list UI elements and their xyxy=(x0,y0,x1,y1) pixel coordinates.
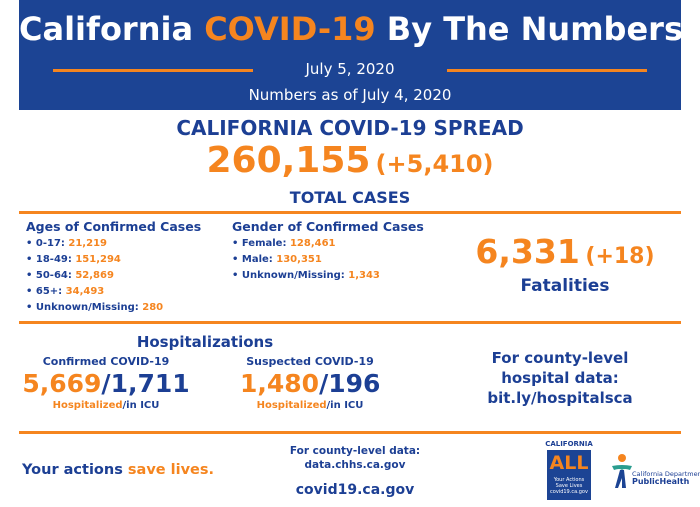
covid-site-link[interactable]: covid19.ca.gov xyxy=(295,482,415,498)
divider-middle xyxy=(19,321,681,324)
ca-logo-small-text: Your Actions Save Lives covid19.ca.gov xyxy=(550,477,588,495)
county-hospital-link[interactable]: bit.ly/hospitalsca xyxy=(487,389,633,407)
suspected-hospitalized: 1,480 xyxy=(240,369,320,398)
age-item-50-64: • 50-64: 52,869 xyxy=(26,270,114,281)
header-rule-right xyxy=(447,69,647,72)
fatalities-label: Fatalities xyxy=(520,276,610,296)
footer-tagline: Your actions save lives. xyxy=(22,462,215,478)
header-banner: California COVID-19 By The Numbers July … xyxy=(19,0,683,110)
confirmed-block: Confirmed COVID-19 5,669/1,711 Hospitali… xyxy=(22,355,190,411)
california-all-logo: CALIFORNIA ALL Your Actions Save Lives c… xyxy=(541,440,597,500)
age-item-0-17: • 0-17: 21,219 xyxy=(26,238,107,249)
total-cases-label: TOTAL CASES xyxy=(289,188,411,207)
data-as-of: Numbers as of July 4, 2020 xyxy=(248,86,452,104)
page-title: California COVID-19 By The Numbers xyxy=(19,10,683,48)
confirmed-values: 5,669/1,711 xyxy=(22,369,190,398)
gender-item-female: • Female: 128,461 xyxy=(232,238,336,249)
age-item-unknown: • Unknown/Missing: 280 xyxy=(26,302,164,313)
hospitalizations-title: Hospitalizations xyxy=(136,333,274,351)
public-health-figure-icon xyxy=(612,454,632,488)
suspected-values: 1,480/196 xyxy=(240,369,381,398)
report-date: July 5, 2020 xyxy=(305,60,395,78)
age-item-18-49: • 18-49: 151,294 xyxy=(26,254,121,265)
suspected-label: Hospitalized/in ICU xyxy=(256,400,364,411)
gender-title: Gender of Confirmed Cases xyxy=(232,219,424,234)
confirmed-label: Hospitalized/in ICU xyxy=(52,400,160,411)
gender-item-unknown: • Unknown/Missing: 1,343 xyxy=(232,270,380,281)
confirmed-title: Confirmed COVID-19 xyxy=(42,355,170,368)
public-health-logo: California Department of PublicHealth xyxy=(610,448,700,498)
public-health-text: California Department of PublicHealth xyxy=(632,470,700,486)
fatalities-row: 6,331 (+18) xyxy=(455,232,675,271)
total-cases-row: 260,155 (+5,410) xyxy=(0,140,700,181)
county-data-link[interactable]: data.chhs.ca.gov xyxy=(304,459,406,471)
ca-logo-box: ALL Your Actions Save Lives covid19.ca.g… xyxy=(547,450,591,500)
suspected-icu: 196 xyxy=(328,369,381,398)
total-cases-value: 260,155 xyxy=(206,140,371,181)
total-cases-change: (+5,410) xyxy=(375,150,494,178)
confirmed-icu: 1,711 xyxy=(110,369,190,398)
title-highlight: COVID-19 xyxy=(204,10,376,48)
suspected-block: Suspected COVID-19 1,480/196 Hospitalize… xyxy=(240,355,380,411)
fatalities-change: (+18) xyxy=(585,244,655,269)
title-text: California xyxy=(19,10,205,48)
county-hospital-info: For county-level hospital data: bit.ly/h… xyxy=(445,348,675,408)
spread-title: CALIFORNIA COVID-19 SPREAD xyxy=(176,116,524,140)
title-text-end: By The Numbers xyxy=(375,10,683,48)
divider-bottom xyxy=(19,431,681,434)
divider-top xyxy=(19,211,681,214)
county-data-label: For county-level data: xyxy=(289,445,421,457)
suspected-title: Suspected COVID-19 xyxy=(246,355,374,368)
ca-logo-all: ALL xyxy=(549,452,589,474)
age-item-65-plus: • 65+: 34,493 xyxy=(26,286,105,297)
county-hospital-line1: For county-level xyxy=(491,349,629,367)
ca-logo-word: CALIFORNIA xyxy=(545,440,593,448)
header-rule-left xyxy=(53,69,253,72)
gender-section: Gender of Confirmed Cases • Female: 128,… xyxy=(232,219,424,284)
county-data-info: For county-level data: data.chhs.ca.gov xyxy=(270,444,440,472)
county-hospital-line2: hospital data: xyxy=(501,369,619,387)
fatalities-value: 6,331 xyxy=(475,232,580,271)
ages-section: Ages of Confirmed Cases • 0-17: 21,219 •… xyxy=(26,219,201,316)
confirmed-hospitalized: 5,669 xyxy=(22,369,102,398)
gender-item-male: • Male: 130,351 xyxy=(232,254,322,265)
ages-title: Ages of Confirmed Cases xyxy=(26,219,202,234)
